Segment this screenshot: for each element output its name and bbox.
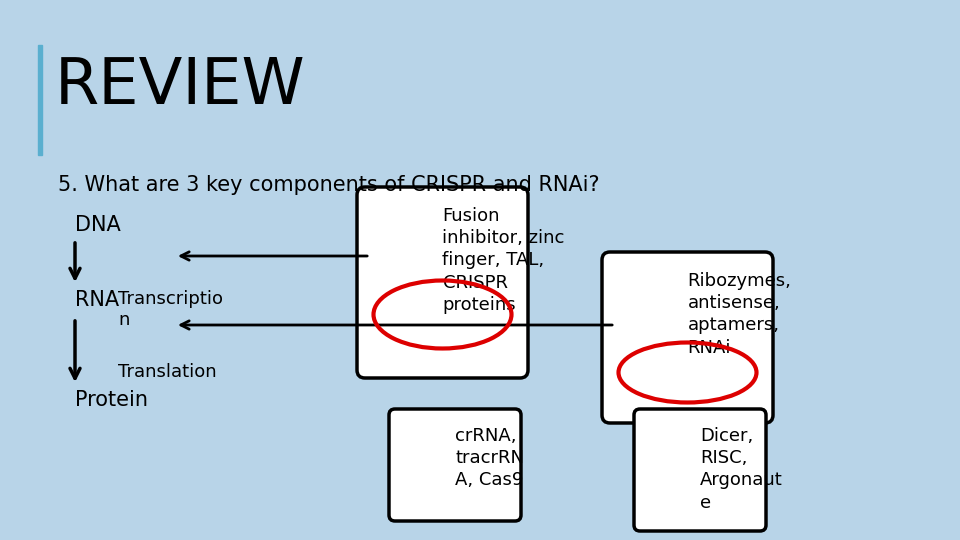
- Text: Translation: Translation: [118, 363, 217, 381]
- FancyBboxPatch shape: [634, 409, 766, 531]
- FancyBboxPatch shape: [602, 252, 773, 423]
- Text: crRNA,
tracrRN
A, Cas9: crRNA, tracrRN A, Cas9: [455, 427, 524, 489]
- Text: Transcriptio
n: Transcriptio n: [118, 290, 223, 329]
- Text: DNA: DNA: [75, 215, 121, 235]
- Text: Fusion
inhibitor, zinc
finger, TAL,
CRISPR
proteins: Fusion inhibitor, zinc finger, TAL, CRIS…: [443, 207, 564, 314]
- Text: Ribozymes,
antisense,
aptamers,
RNAi: Ribozymes, antisense, aptamers, RNAi: [687, 272, 791, 356]
- Bar: [38, 45, 42, 155]
- FancyBboxPatch shape: [389, 409, 521, 521]
- Text: REVIEW: REVIEW: [55, 55, 305, 117]
- Text: RNA: RNA: [75, 290, 119, 310]
- FancyBboxPatch shape: [357, 187, 528, 378]
- Text: 5. What are 3 key components of CRISPR and RNAi?: 5. What are 3 key components of CRISPR a…: [58, 175, 600, 195]
- Text: Protein: Protein: [75, 390, 148, 410]
- Text: Dicer,
RISC,
Argonaut
e: Dicer, RISC, Argonaut e: [700, 427, 782, 511]
